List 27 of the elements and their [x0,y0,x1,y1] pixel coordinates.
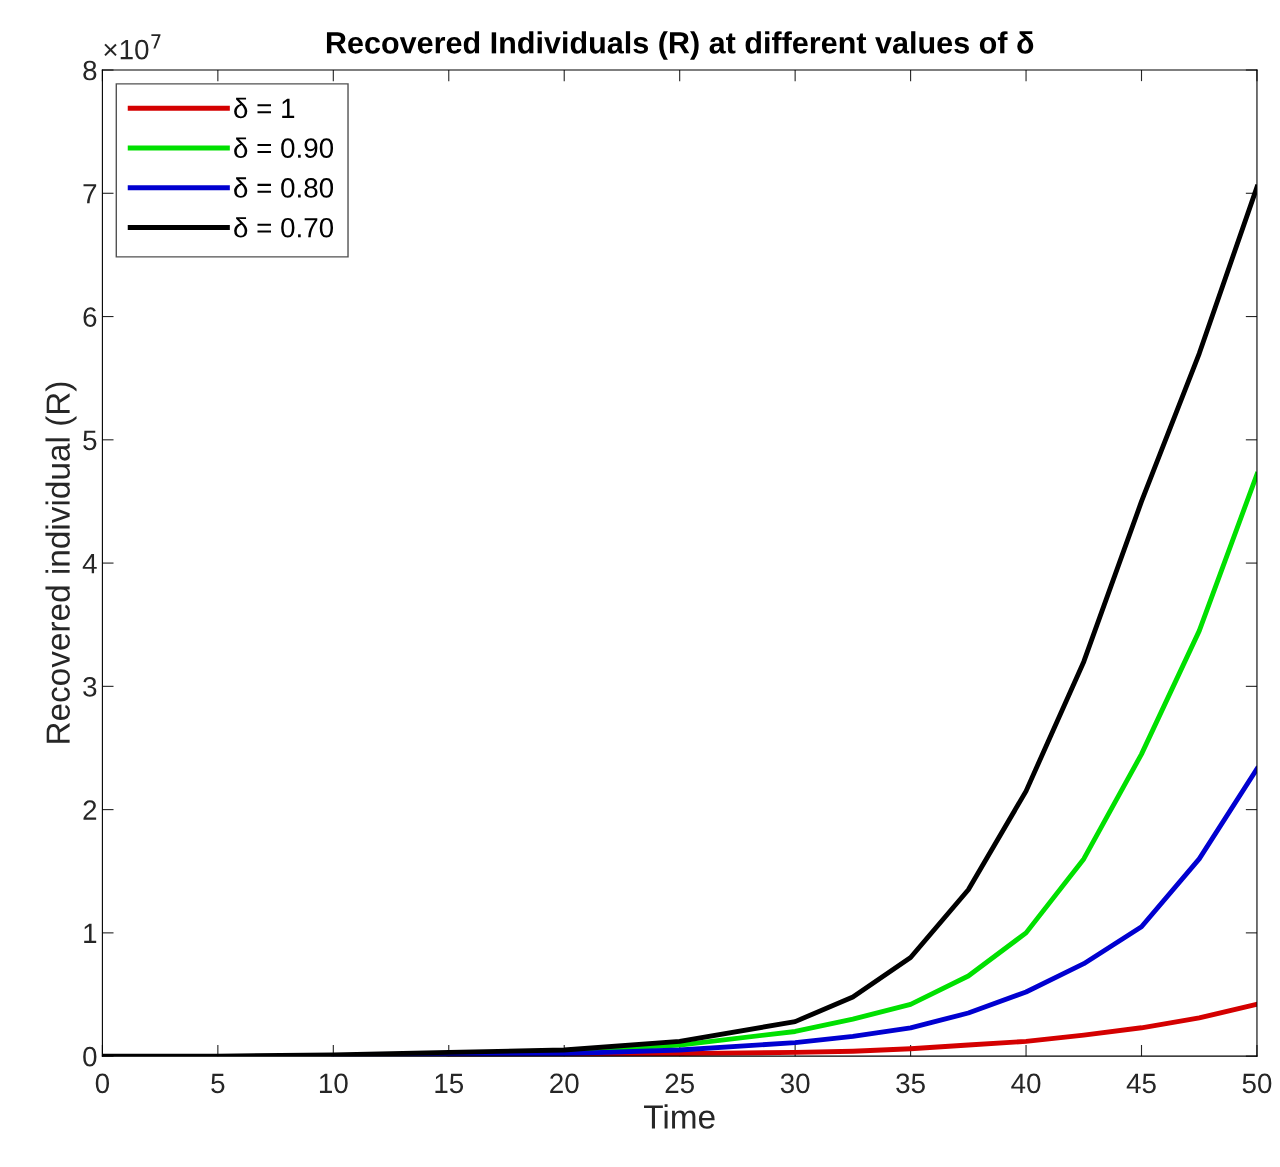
x-tick-label: 35 [896,1073,925,1094]
y-tick-label: 5 [83,430,97,451]
y-tick-label: 6 [83,307,97,327]
y-tick-label: 2 [83,800,97,820]
legend-label: δ = 0.70 [234,217,334,238]
x-tick-label: 45 [1126,1073,1156,1094]
x-axis-title: Time [644,1104,715,1129]
y-tick-label: 4 [82,554,97,574]
y-tick-label: 8 [83,60,97,81]
y-tick-label: 7 [83,184,97,204]
legend-label: δ = 1 [234,97,295,119]
legend-label: δ = 0.80 [234,177,334,198]
x-tick-label: 10 [319,1073,348,1094]
chart-title: Recovered Individuals (R) at different values of δ [326,31,1034,60]
y-tick-label: 1 [84,923,97,943]
x-tick-label: 15 [435,1073,464,1094]
x-tick-label: 50 [1242,1073,1272,1094]
x-tick-label: 5 [211,1073,225,1094]
text: ×10$^{7}$ [104,34,161,60]
legend-label: δ = 0.90 [234,137,334,158]
x-tick-label: 30 [780,1073,810,1094]
y-axis-title: Recovered individual (R) [45,382,77,743]
x-tick-label: 25 [665,1073,694,1094]
y-tick-label: 3 [83,677,97,697]
y-tick-label: 0 [83,1046,97,1067]
x-tick-label: 40 [1011,1073,1041,1094]
x-tick-label: 20 [550,1073,579,1094]
